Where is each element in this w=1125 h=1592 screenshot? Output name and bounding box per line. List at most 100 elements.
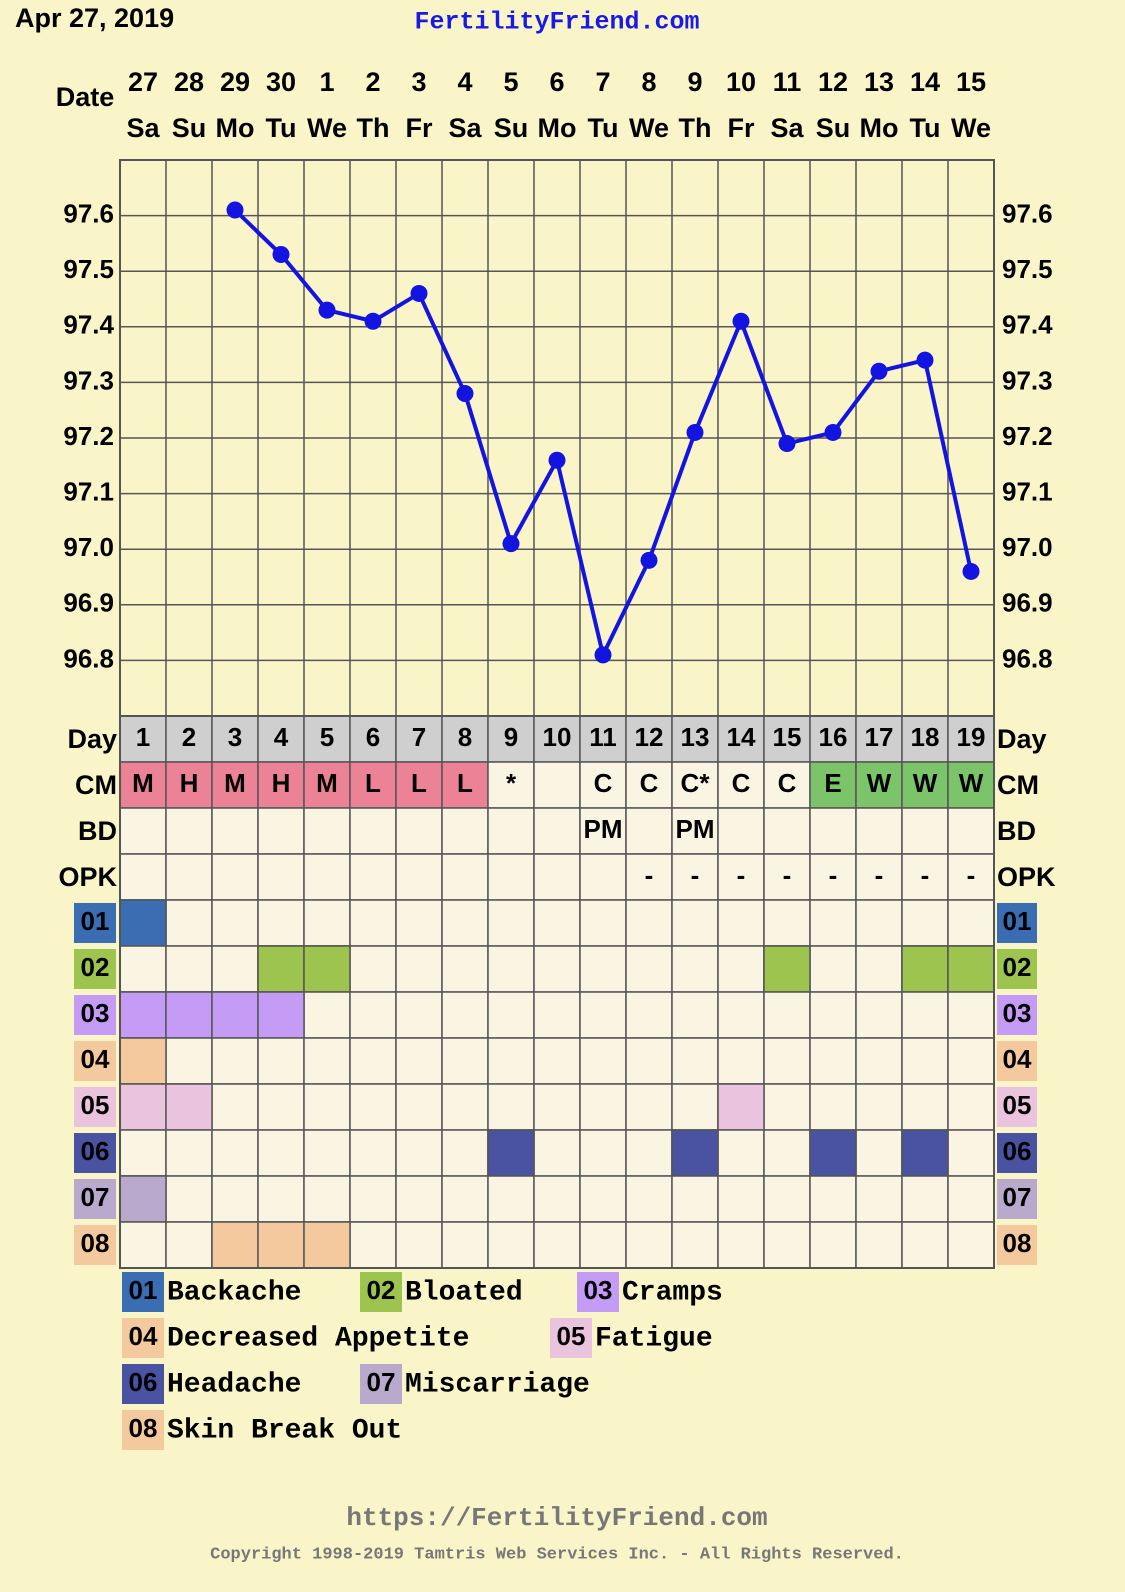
obs-cell bbox=[947, 807, 995, 855]
legend-code: 06 bbox=[129, 1367, 158, 1397]
symptom-cell bbox=[395, 1129, 443, 1177]
symptom-mark bbox=[257, 991, 305, 1039]
symptom-cell bbox=[533, 1175, 581, 1223]
symptom-cell bbox=[947, 991, 995, 1039]
symptom-mark bbox=[119, 991, 167, 1039]
obs-cell bbox=[303, 761, 351, 809]
date-number: 1 bbox=[319, 67, 334, 97]
y-tick-label: 96.8 bbox=[63, 643, 114, 673]
obs-cell bbox=[579, 853, 627, 901]
symptom-cell bbox=[625, 945, 673, 993]
obs-value: PM bbox=[584, 814, 623, 844]
day-number: 3 bbox=[228, 722, 242, 752]
symptom-cell bbox=[257, 899, 305, 947]
symptom-cell bbox=[487, 1221, 535, 1269]
symptom-cell bbox=[165, 899, 213, 947]
symptom-cell bbox=[717, 945, 765, 993]
symptom-cell bbox=[947, 899, 995, 947]
date-number: 14 bbox=[910, 67, 940, 97]
obs-cell bbox=[165, 853, 213, 901]
obs-cell bbox=[671, 807, 719, 855]
obs-cell bbox=[395, 807, 443, 855]
legend-name: Fatigue bbox=[595, 1323, 713, 1354]
code-box bbox=[74, 995, 116, 1035]
obs-value: C bbox=[732, 768, 751, 798]
y-tick-label: 96.9 bbox=[63, 588, 114, 618]
symptom-mark bbox=[717, 1083, 765, 1131]
legend-code: 01 bbox=[129, 1275, 158, 1305]
date-number: 3 bbox=[411, 67, 426, 97]
day-cell bbox=[947, 715, 995, 763]
obs-value: * bbox=[506, 768, 517, 798]
symptom-cell bbox=[901, 991, 949, 1039]
legend-swatch bbox=[122, 1318, 164, 1358]
obs-cell bbox=[119, 853, 167, 901]
symptom-mark bbox=[119, 1037, 167, 1085]
temp-point bbox=[226, 201, 244, 219]
symptom-mark bbox=[901, 1129, 949, 1177]
y-tick-label-right: 97.6 bbox=[1002, 198, 1053, 228]
symptom-cell bbox=[441, 1129, 489, 1177]
temp-point bbox=[870, 362, 888, 380]
obs-cell bbox=[763, 807, 811, 855]
symptom-cell bbox=[211, 1175, 259, 1223]
y-tick-label: 97.3 bbox=[63, 365, 114, 395]
symptom-cell bbox=[395, 1083, 443, 1131]
symptom-cell bbox=[625, 1129, 673, 1177]
symptom-cell bbox=[257, 1175, 305, 1223]
day-number: 10 bbox=[543, 722, 572, 752]
symptom-cell bbox=[211, 1129, 259, 1177]
symptom-cell bbox=[533, 945, 581, 993]
obs-cell bbox=[671, 761, 719, 809]
symptom-cell bbox=[809, 1037, 857, 1085]
symptom-cell bbox=[165, 1037, 213, 1085]
footer-url: https://FertilityFriend.com bbox=[346, 1503, 767, 1533]
day-number: 18 bbox=[911, 722, 940, 752]
obs-value: H bbox=[272, 768, 291, 798]
symptom-mark bbox=[211, 991, 259, 1039]
temp-point bbox=[502, 535, 520, 553]
symptom-cell bbox=[763, 1221, 811, 1269]
symptom-cell bbox=[625, 1083, 673, 1131]
symptom-cell bbox=[625, 1221, 673, 1269]
weekday: We bbox=[307, 113, 347, 143]
obs-value: C bbox=[778, 768, 797, 798]
weekday: Mo bbox=[538, 113, 577, 143]
symptom-cell bbox=[947, 1175, 995, 1223]
code-box-right bbox=[997, 1225, 1037, 1265]
obs-cell bbox=[625, 807, 673, 855]
obs-cell bbox=[211, 853, 259, 901]
obs-cell bbox=[441, 807, 489, 855]
code-label-right: 08 bbox=[1003, 1228, 1032, 1258]
weekday: Tu bbox=[266, 113, 297, 143]
day-cell bbox=[533, 715, 581, 763]
obs-value: L bbox=[365, 768, 381, 798]
code-label: 01 bbox=[81, 906, 110, 936]
weekday: Su bbox=[494, 113, 529, 143]
row-label-right: OPK bbox=[997, 862, 1056, 892]
obs-cell bbox=[303, 853, 351, 901]
symptom-mark bbox=[809, 1129, 857, 1177]
obs-cell bbox=[487, 761, 535, 809]
obs-cell bbox=[165, 807, 213, 855]
weekday: Tu bbox=[588, 113, 619, 143]
date-number: 2 bbox=[365, 67, 380, 97]
symptom-mark bbox=[901, 945, 949, 993]
day-number: 13 bbox=[681, 722, 710, 752]
obs-cell bbox=[901, 853, 949, 901]
symptom-cell bbox=[533, 991, 581, 1039]
code-box-right bbox=[997, 1179, 1037, 1219]
symptom-cell bbox=[763, 1037, 811, 1085]
weekday: Sa bbox=[448, 113, 482, 143]
symptom-cell bbox=[303, 1129, 351, 1177]
symptom-mark bbox=[165, 991, 213, 1039]
code-box bbox=[74, 1225, 116, 1265]
code-label-right: 04 bbox=[1003, 1044, 1032, 1074]
obs-value: C* bbox=[681, 768, 711, 798]
legend-swatch bbox=[122, 1364, 164, 1404]
symptom-cell bbox=[303, 1175, 351, 1223]
obs-cell bbox=[947, 761, 995, 809]
symptom-cell bbox=[717, 1221, 765, 1269]
date-number: 27 bbox=[128, 67, 158, 97]
day-number: 12 bbox=[635, 722, 664, 752]
